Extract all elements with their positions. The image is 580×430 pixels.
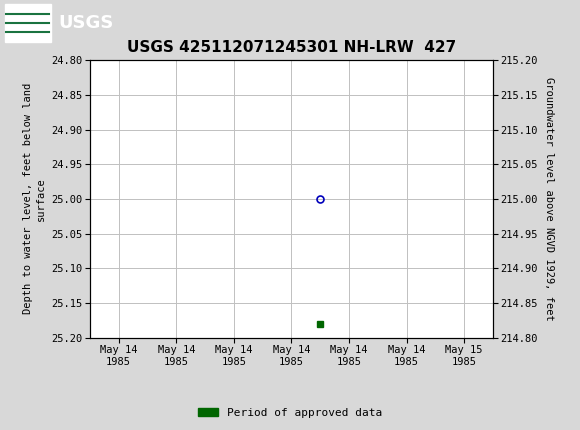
FancyBboxPatch shape <box>5 3 51 42</box>
Y-axis label: Depth to water level, feet below land
surface: Depth to water level, feet below land su… <box>23 83 45 314</box>
Legend: Period of approved data: Period of approved data <box>194 403 386 422</box>
Text: USGS: USGS <box>58 14 113 31</box>
Title: USGS 425112071245301 NH-LRW  427: USGS 425112071245301 NH-LRW 427 <box>127 40 456 55</box>
Y-axis label: Groundwater level above NGVD 1929, feet: Groundwater level above NGVD 1929, feet <box>543 77 554 321</box>
